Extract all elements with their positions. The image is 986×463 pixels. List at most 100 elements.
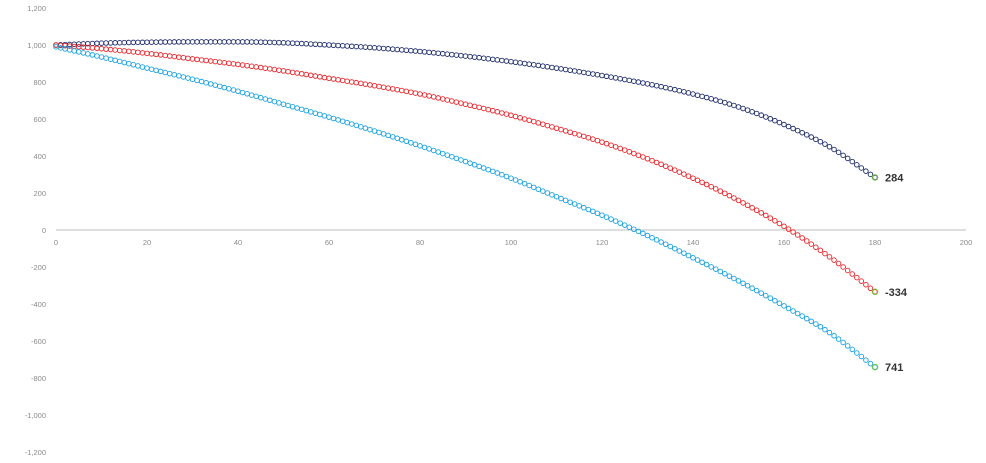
data-point (130, 62, 137, 68)
data-point (276, 67, 282, 73)
data-point (444, 51, 451, 57)
data-point (412, 141, 419, 148)
data-point (326, 75, 332, 82)
data-point (426, 49, 432, 56)
data-point (713, 266, 719, 272)
data-point (840, 264, 846, 270)
data-point (258, 94, 264, 101)
data-point (763, 114, 769, 120)
data-point (239, 89, 246, 96)
data-point (148, 39, 155, 45)
data-point (362, 81, 369, 87)
data-point (144, 39, 150, 45)
data-point (212, 82, 218, 88)
data-point (640, 230, 646, 237)
data-point (726, 192, 733, 199)
data-point (285, 102, 291, 109)
data-point (703, 181, 710, 188)
data-point (558, 66, 564, 72)
data-point (726, 101, 733, 107)
data-point (221, 84, 228, 91)
data-point (508, 58, 514, 65)
data-point (849, 158, 856, 165)
data-point (107, 40, 114, 46)
data-point (567, 67, 573, 73)
data-point (112, 47, 118, 53)
data-point (380, 84, 387, 91)
data-point (116, 58, 123, 65)
data-point (631, 150, 637, 157)
data-point (626, 224, 633, 230)
data-point (567, 199, 573, 205)
data-point (503, 173, 510, 180)
data-point (349, 43, 355, 50)
data-point (198, 78, 205, 85)
data-point (449, 98, 455, 104)
data-point (672, 167, 678, 173)
data-point (790, 229, 796, 235)
data-point (767, 116, 774, 122)
data-point (385, 46, 391, 52)
data-point (71, 48, 77, 54)
data-point (576, 203, 583, 209)
data-point (166, 53, 173, 59)
data-point (248, 92, 255, 98)
data-point (544, 190, 551, 196)
data-point (867, 171, 874, 178)
data-point (303, 71, 310, 78)
data-point (212, 58, 218, 65)
data-point (826, 254, 833, 260)
data-point (817, 324, 824, 330)
data-point (594, 137, 601, 144)
data-point (831, 333, 837, 339)
data-point (262, 96, 269, 102)
data-point (835, 336, 842, 342)
data-point (804, 132, 810, 138)
data-point (622, 147, 628, 153)
data-point (776, 220, 783, 227)
x-tick-label: 20 (143, 238, 151, 247)
data-point (799, 235, 805, 241)
data-point (599, 212, 605, 218)
data-point (389, 134, 396, 140)
data-point (713, 186, 719, 192)
data-point (813, 244, 819, 250)
x-tick-label: 200 (960, 238, 973, 247)
data-point (371, 82, 378, 89)
data-point (581, 69, 587, 76)
data-point (330, 76, 337, 82)
data-point (339, 77, 346, 84)
data-point (248, 39, 255, 45)
data-point (849, 271, 856, 277)
data-point (653, 159, 660, 166)
data-point (462, 158, 469, 165)
data-point (144, 65, 150, 71)
data-point (494, 57, 501, 63)
data-point (835, 260, 842, 267)
end-point (871, 174, 879, 181)
data-point (321, 113, 328, 119)
data-point (408, 47, 414, 54)
x-tick-label: 80 (416, 238, 424, 247)
data-point (608, 74, 614, 80)
data-point (658, 239, 664, 245)
data-point (662, 84, 669, 91)
data-point (863, 168, 869, 174)
data-point (330, 42, 337, 49)
data-point (235, 88, 241, 94)
data-point (121, 48, 127, 54)
data-point (135, 63, 141, 69)
data-point (508, 112, 514, 119)
data-point (813, 136, 819, 143)
data-point (722, 190, 728, 197)
data-point (708, 264, 714, 270)
data-point (512, 113, 519, 120)
data-point (622, 222, 628, 228)
data-point (776, 300, 783, 307)
data-point (649, 234, 655, 241)
data-point (267, 39, 273, 46)
data-point (262, 65, 269, 71)
data-point (339, 43, 346, 49)
data-point (294, 70, 300, 76)
data-point (244, 62, 250, 69)
